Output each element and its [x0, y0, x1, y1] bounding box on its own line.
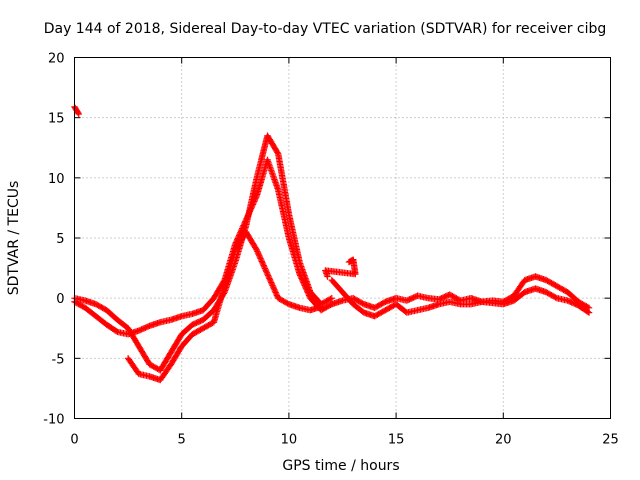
data-point [266, 275, 273, 282]
y-tick-label: 10 [48, 172, 65, 187]
data-point [256, 252, 263, 259]
data-point [258, 258, 265, 265]
chart-title: Day 144 of 2018, Sidereal Day-to-day VTE… [44, 21, 607, 37]
x-tick-label: 25 [602, 433, 619, 448]
data-point [267, 277, 274, 285]
series-trace-e [328, 273, 593, 311]
data-point [259, 260, 267, 268]
series-trace-c [71, 132, 335, 374]
data-point [584, 308, 592, 315]
data-point [261, 263, 268, 271]
data-point [552, 294, 559, 301]
y-axis-label: SDTVAR / TECUs [6, 181, 22, 296]
data-point [274, 149, 281, 156]
data-point [74, 109, 82, 117]
x-tick-label: 15 [388, 433, 405, 448]
data-point [262, 266, 269, 274]
data-point [324, 273, 331, 280]
x-tick-label: 10 [281, 433, 298, 448]
y-tick-label: 15 [48, 112, 65, 127]
y-tick-label: 5 [56, 232, 64, 247]
data-point [273, 292, 281, 299]
data-point [260, 262, 267, 269]
y-tick-label: -10 [43, 413, 64, 428]
series-trace-f [328, 276, 593, 320]
data-point [268, 279, 275, 286]
data-point [253, 246, 260, 254]
data-point [263, 268, 270, 275]
data-point [272, 289, 279, 296]
data-point [269, 283, 277, 291]
data-points [71, 103, 593, 384]
data-point [257, 255, 264, 262]
data-point [263, 269, 271, 276]
data-point [256, 253, 264, 261]
data-point [259, 259, 266, 266]
plot-frame [74, 57, 611, 419]
data-point [255, 251, 262, 258]
y-tick-labels: -10 -5 0 5 10 15 20 [43, 52, 64, 428]
data-point [317, 303, 325, 310]
data-point [266, 276, 274, 283]
data-point [327, 295, 334, 303]
data-point [270, 285, 277, 292]
y-tick-label: 20 [48, 52, 65, 67]
data-point [269, 282, 276, 289]
data-point [261, 265, 269, 272]
data-point [254, 249, 262, 257]
data-point [268, 280, 276, 288]
x-tick-label: 0 [70, 433, 78, 448]
data-point [257, 256, 265, 264]
data-point [328, 294, 335, 302]
data-point [271, 286, 278, 293]
data-point [254, 248, 261, 255]
series-trace-a [71, 103, 82, 118]
x-axis-label: GPS time / hours [282, 458, 399, 474]
data-point [585, 309, 593, 316]
data-point [264, 272, 272, 279]
data-point [264, 270, 271, 278]
data-point [265, 273, 272, 281]
x-tick-label: 5 [178, 433, 186, 448]
series-trace-d [124, 228, 325, 384]
data-point [271, 287, 279, 295]
data-point [273, 290, 280, 298]
y-tick-label: -5 [52, 352, 65, 367]
x-tick-labels: 0 5 10 15 20 25 [70, 433, 618, 448]
y-tick-label: 0 [56, 292, 64, 307]
data-point [75, 110, 82, 118]
x-tick-label: 20 [495, 433, 512, 448]
series-trace-g [322, 256, 359, 280]
